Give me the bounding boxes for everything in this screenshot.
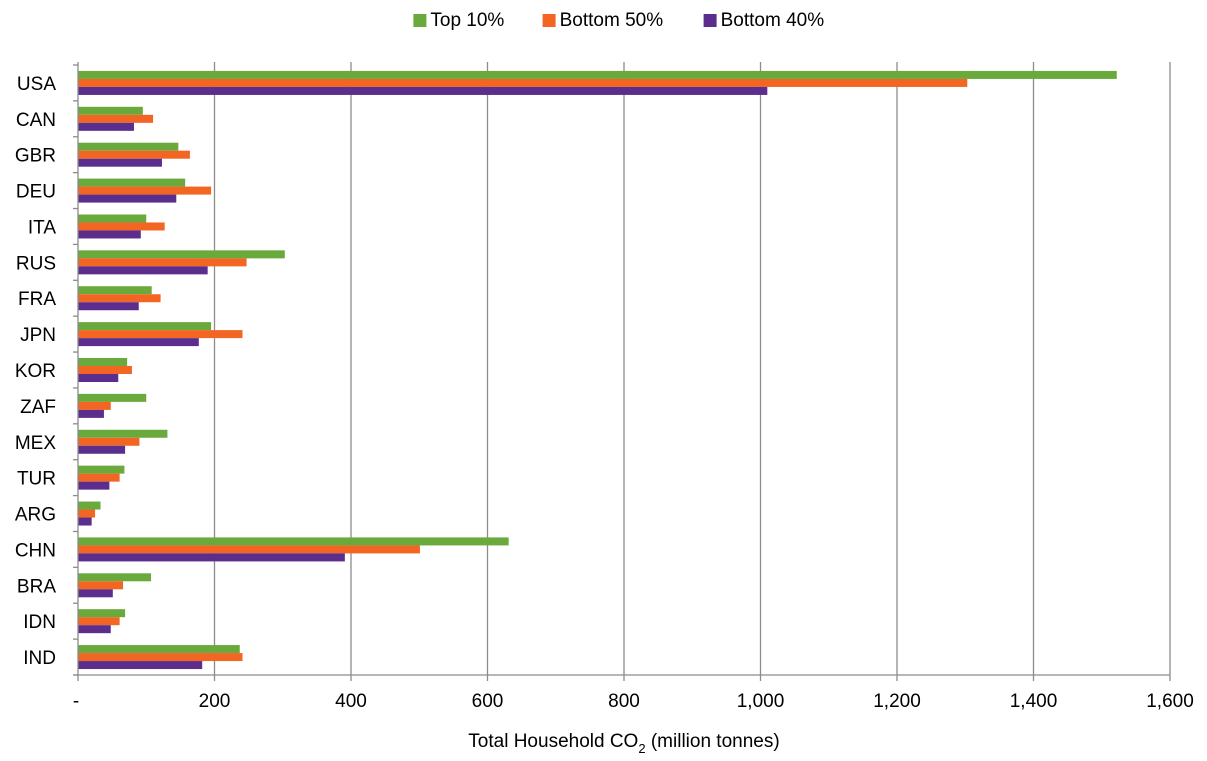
bar-zaf-3 — [78, 409, 104, 418]
y-tick-label: ITA — [28, 217, 56, 238]
x-tick-label: 400 — [335, 691, 367, 712]
bar-jpn-2 — [78, 330, 243, 339]
x-tick-label: 600 — [472, 691, 504, 712]
bar-gbr-1 — [78, 142, 179, 151]
bar-idn-3 — [78, 625, 111, 634]
bar-deu-1 — [78, 178, 186, 187]
x-tick-label: 1,200 — [873, 691, 921, 712]
bar-ita-2 — [78, 222, 165, 231]
x-tick-label: 1,600 — [1146, 691, 1194, 712]
bar-bra-3 — [78, 589, 113, 598]
bar-ita-3 — [78, 230, 141, 239]
legend-swatch — [542, 14, 556, 27]
y-tick-label: TUR — [17, 469, 56, 490]
bar-mex-3 — [78, 445, 126, 454]
bar-ind-3 — [78, 661, 203, 670]
bar-chn-2 — [78, 545, 420, 554]
bar-mex-1 — [78, 429, 168, 438]
bar-arg-2 — [78, 509, 96, 518]
legend: Top 10% Bottom 50% Bottom 40% — [413, 10, 824, 31]
y-tick-label: GBR — [15, 146, 56, 167]
y-tick-label: USA — [17, 74, 56, 95]
bar-jpn-3 — [78, 338, 199, 347]
bar-ita-1 — [78, 214, 147, 223]
bar-fra-1 — [78, 286, 152, 295]
bar-ind-2 — [78, 653, 243, 662]
x-axis-title: Total Household CO2 (million tonnes) — [468, 731, 779, 756]
gridlines — [213, 62, 1171, 675]
bars — [78, 70, 1117, 670]
bar-zaf-2 — [78, 401, 111, 410]
legend-item: Top 10% — [413, 10, 504, 31]
legend-label: Bottom 50% — [560, 10, 664, 31]
bar-can-2 — [78, 114, 154, 123]
y-tick-label: ARG — [15, 505, 56, 526]
bar-tur-1 — [78, 465, 125, 474]
bar-chn-1 — [78, 537, 509, 546]
bar-tur-3 — [78, 481, 110, 490]
bar-usa-2 — [78, 78, 968, 87]
legend-item: Bottom 50% — [542, 10, 664, 31]
bar-gbr-2 — [78, 150, 190, 159]
bar-rus-1 — [78, 250, 285, 259]
bar-usa-3 — [78, 86, 768, 95]
y-tick-label: JPN — [20, 325, 56, 346]
axes: USA CAN GBR DEU ITA RUS FRA JPN KOR ZAF MEX TUR ARG C… — [15, 62, 1194, 712]
y-tick-label: FRA — [18, 289, 56, 310]
legend-swatch — [703, 14, 717, 27]
x-tick-label: - — [73, 691, 79, 712]
bar-idn-2 — [78, 617, 120, 626]
bar-rus-3 — [78, 266, 208, 275]
bar-bra-2 — [78, 581, 124, 590]
bar-usa-1 — [78, 70, 1117, 79]
bar-fra-2 — [78, 294, 161, 303]
bar-arg-1 — [78, 501, 101, 510]
bar-arg-3 — [78, 517, 92, 526]
bar-jpn-1 — [78, 322, 212, 331]
y-tick-label: CHN — [15, 540, 56, 561]
bar-ind-1 — [78, 645, 240, 654]
bar-deu-2 — [78, 186, 212, 195]
x-tick-label: 200 — [199, 691, 231, 712]
bar-can-3 — [78, 122, 134, 131]
bar-deu-3 — [78, 194, 177, 203]
x-tick-label: 800 — [608, 691, 640, 712]
bar-kor-1 — [78, 358, 128, 366]
bar-bra-1 — [78, 573, 152, 582]
bar-can-1 — [78, 106, 143, 115]
y-tick-label: IDN — [23, 612, 56, 633]
y-tick-label: CAN — [16, 110, 56, 131]
y-tick-label: IND — [23, 648, 56, 669]
y-tick-label: KOR — [15, 361, 56, 382]
y-tick-label: RUS — [16, 253, 56, 274]
bar-kor-2 — [78, 366, 132, 374]
legend-label: Bottom 40% — [721, 10, 825, 31]
y-tick-label: ZAF — [20, 397, 56, 418]
bar-fra-3 — [78, 302, 139, 311]
y-tick-label: DEU — [16, 182, 56, 203]
y-tick-label: MEX — [15, 433, 57, 454]
bar-idn-1 — [78, 609, 126, 618]
legend-label: Top 10% — [430, 10, 504, 31]
bar-zaf-1 — [78, 393, 147, 402]
y-tick-label: BRA — [17, 576, 56, 597]
bar-mex-2 — [78, 437, 140, 446]
bar-chn-3 — [78, 553, 345, 562]
x-tick-label: 1,000 — [737, 691, 785, 712]
legend-item: Bottom 40% — [703, 10, 825, 31]
x-tick-label: 1,400 — [1010, 691, 1058, 712]
bar-kor-3 — [78, 374, 119, 382]
bar-rus-2 — [78, 258, 247, 267]
bar-gbr-3 — [78, 158, 162, 167]
legend-swatch — [413, 14, 427, 27]
bar-tur-2 — [78, 473, 120, 482]
